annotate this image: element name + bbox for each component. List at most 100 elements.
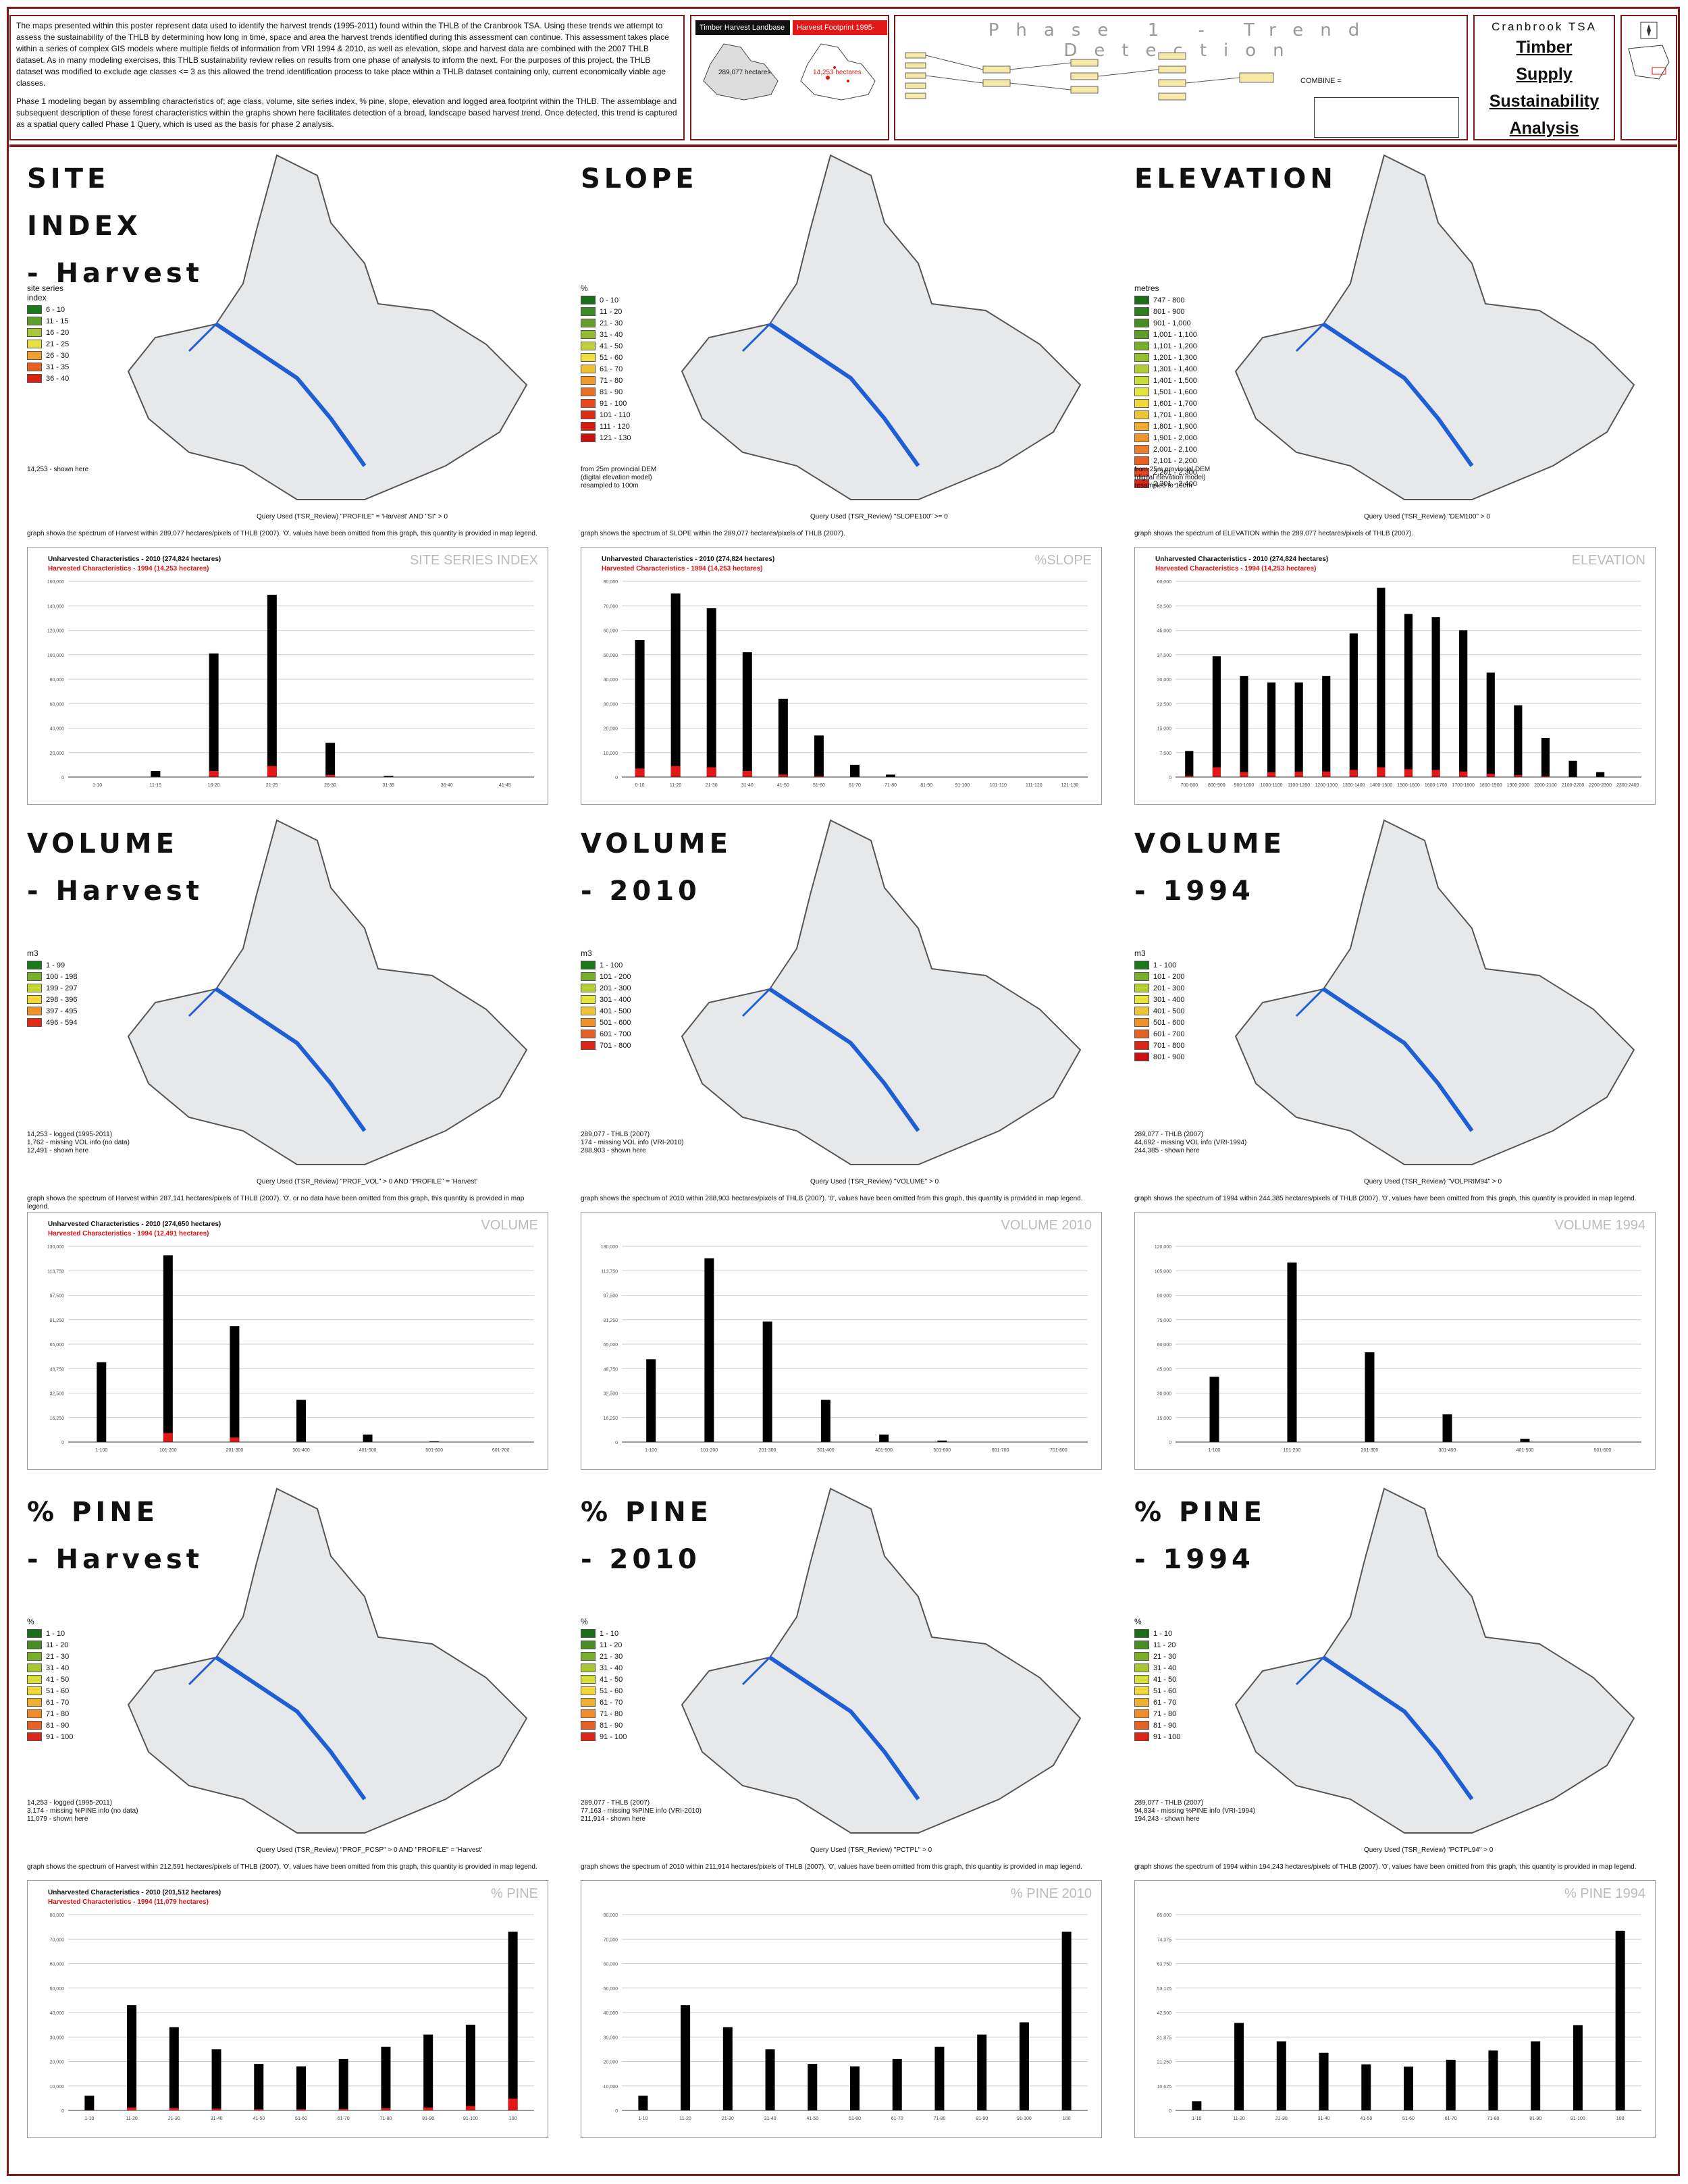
map-legend: m3 1 - 99 100 - 198 199 - 297 298 - 396 397 …: [27, 949, 77, 1028]
legend-swatch: [27, 317, 42, 325]
bar-unharvested: [1615, 1930, 1625, 2110]
legend-swatch: [1134, 422, 1149, 431]
bar-unharvested: [508, 1932, 518, 2110]
bar-harvested: [338, 2108, 348, 2110]
x-tick-label: 91-100: [955, 783, 970, 788]
legend-row: 81 - 90: [27, 1720, 73, 1731]
legend-row: 201 - 300: [1134, 982, 1184, 994]
bar-unharvested: [934, 2046, 945, 2110]
y-tick-label: 31,875: [1157, 2035, 1172, 2040]
y-tick-label: 48,750: [50, 1367, 65, 1372]
panel-3: VOLUME - Harvest m3 1 - 99 100 - 198 199 -…: [14, 814, 548, 1472]
legend-label: 1,701 - 1,800: [1153, 410, 1197, 419]
legend-label: 31 - 40: [600, 330, 623, 339]
y-tick-label: 16,250: [604, 1416, 618, 1421]
legend-swatch: [1134, 1721, 1149, 1730]
legend-swatch: [581, 1709, 596, 1718]
bar-unharvested: [1192, 2101, 1202, 2110]
graph-caption: graph shows the spectrum of 2010 within …: [581, 1195, 1083, 1202]
bar-unharvested: [296, 1400, 306, 1442]
x-tick-label: 1100-1200: [1288, 783, 1310, 788]
y-tick-label: 0: [615, 776, 618, 780]
legend-label: 91 - 100: [46, 1732, 74, 1741]
legend-row: 31 - 40: [27, 1662, 73, 1674]
x-tick-label: 601-700: [492, 1448, 510, 1453]
y-tick-label: 65,000: [604, 1343, 618, 1348]
bar-chart: 0 16,250 32,500 48,750 65,000 81,250 97,500 113…: [581, 1212, 1102, 1470]
map-legend: % 1 - 10 11 - 20 21 - 30 31 - 40 41 - 50 51 -…: [27, 1617, 73, 1742]
legend-label: 1 - 10: [600, 1629, 619, 1638]
bar-harvested: [1514, 775, 1523, 777]
map-note: from 25m provincial DEM (digital elevati…: [1134, 466, 1211, 489]
legend-row: 601 - 700: [1134, 1028, 1184, 1040]
thlb-hectares: 289,077 hectares: [718, 69, 771, 76]
panel-title: VOLUME - Harvest: [27, 828, 203, 907]
graph-caption: graph shows the spectrum of ELEVATION wi…: [1134, 530, 1413, 537]
bar-unharvested: [850, 764, 860, 777]
legend-swatch: [27, 995, 42, 1004]
legend-row: 21 - 30: [27, 1651, 73, 1662]
legend-swatch: [27, 1652, 42, 1661]
legend-swatch: [1134, 1641, 1149, 1649]
x-tick-label: 1-100: [95, 1448, 107, 1453]
x-tick-label: 501-600: [425, 1448, 443, 1453]
legend-row: 61 - 70: [1134, 1697, 1180, 1708]
bar-unharvested: [886, 774, 896, 777]
chart-svg: 0 10,625 21,250 31,875 42,500 53,125 63,750 74,…: [1157, 1913, 1641, 2121]
legend-swatch: [581, 376, 596, 385]
tsa-map: [1234, 154, 1635, 500]
chart-variable-label: SITE SERIES INDEX: [409, 553, 538, 568]
legend-swatch: [27, 328, 42, 337]
legend-swatch: [27, 340, 42, 348]
bar-harvested: [1377, 767, 1386, 777]
title-box: Cranbrook TSA Timber Supply Sustainabili…: [1473, 15, 1615, 140]
bar-chart: 0 15,000 30,000 45,000 60,000 75,000 90,000 105…: [1134, 1212, 1656, 1470]
legend-row: 2,101 - 2,200: [1134, 455, 1197, 467]
x-tick-label: 81-90: [976, 2116, 988, 2121]
panel-title: % PINE - 2010: [581, 1497, 713, 1575]
y-tick-label: 22,500: [1157, 702, 1172, 707]
bar-harvested: [381, 2108, 391, 2110]
legend-row: 11 - 20: [1134, 1639, 1180, 1651]
bar-harvested: [254, 2109, 264, 2110]
legend-row: 31 - 35: [27, 361, 69, 373]
bar-harvested: [1240, 772, 1248, 777]
y-tick-label: 0: [1169, 2109, 1171, 2114]
legend-label: 31 - 40: [1153, 1663, 1177, 1672]
legend-swatch: [1134, 961, 1149, 969]
x-tick-label: 21-25: [266, 783, 278, 788]
panel-8: % PINE - 1994 % 1 - 10 11 - 20 21 - 30 31 -…: [1121, 1482, 1656, 2140]
map-legend: % 1 - 10 11 - 20 21 - 30 31 - 40 41 - 50 51 -…: [1134, 1617, 1180, 1742]
y-tick-label: 100,000: [47, 654, 64, 658]
bar-unharvested: [704, 1258, 714, 1442]
x-tick-label: 100: [509, 2116, 517, 2121]
legend-label: 801 - 900: [1153, 307, 1185, 316]
legend-swatch: [581, 1663, 596, 1672]
legend-label: 71 - 80: [46, 1709, 70, 1718]
legend-swatch: [1134, 330, 1149, 339]
x-tick-label: 501-600: [934, 1448, 951, 1453]
legend-swatch: [1134, 296, 1149, 304]
legend-label: 6 - 10: [46, 305, 65, 314]
bar-unharvested: [706, 608, 716, 777]
legend-label: 1,501 - 1,600: [1153, 388, 1197, 396]
y-tick-label: 10,000: [50, 2085, 65, 2089]
x-tick-label: 0-10: [635, 783, 645, 788]
intro-paragraph-2: Phase 1 modeling began by assembling cha…: [16, 97, 677, 129]
legend-label: 91 - 100: [600, 399, 627, 408]
y-tick-label: 32,500: [604, 1392, 618, 1397]
bar-harvested: [209, 770, 219, 777]
legend-label: 501 - 600: [1153, 1018, 1185, 1027]
legend-row: 31 - 40: [1134, 1662, 1180, 1674]
chart-svg: 0 20,000 40,000 60,000 80,000 100,000 120,000 1…: [47, 580, 534, 788]
y-tick-label: 0: [1169, 1441, 1171, 1445]
bar-unharvested: [1431, 617, 1440, 777]
legend-row: 1 - 10: [1134, 1628, 1180, 1639]
x-tick-label: 111-120: [1026, 783, 1043, 788]
bar-unharvested: [879, 1434, 889, 1442]
x-tick-label: 31-35: [382, 783, 394, 788]
legend-row: 1 - 99: [27, 959, 77, 971]
y-tick-label: 60,000: [604, 629, 618, 634]
y-tick-label: 90,000: [1157, 1294, 1172, 1299]
query-text: Query Used (TSR_Review) "PROFILE" = 'Har…: [257, 513, 448, 521]
